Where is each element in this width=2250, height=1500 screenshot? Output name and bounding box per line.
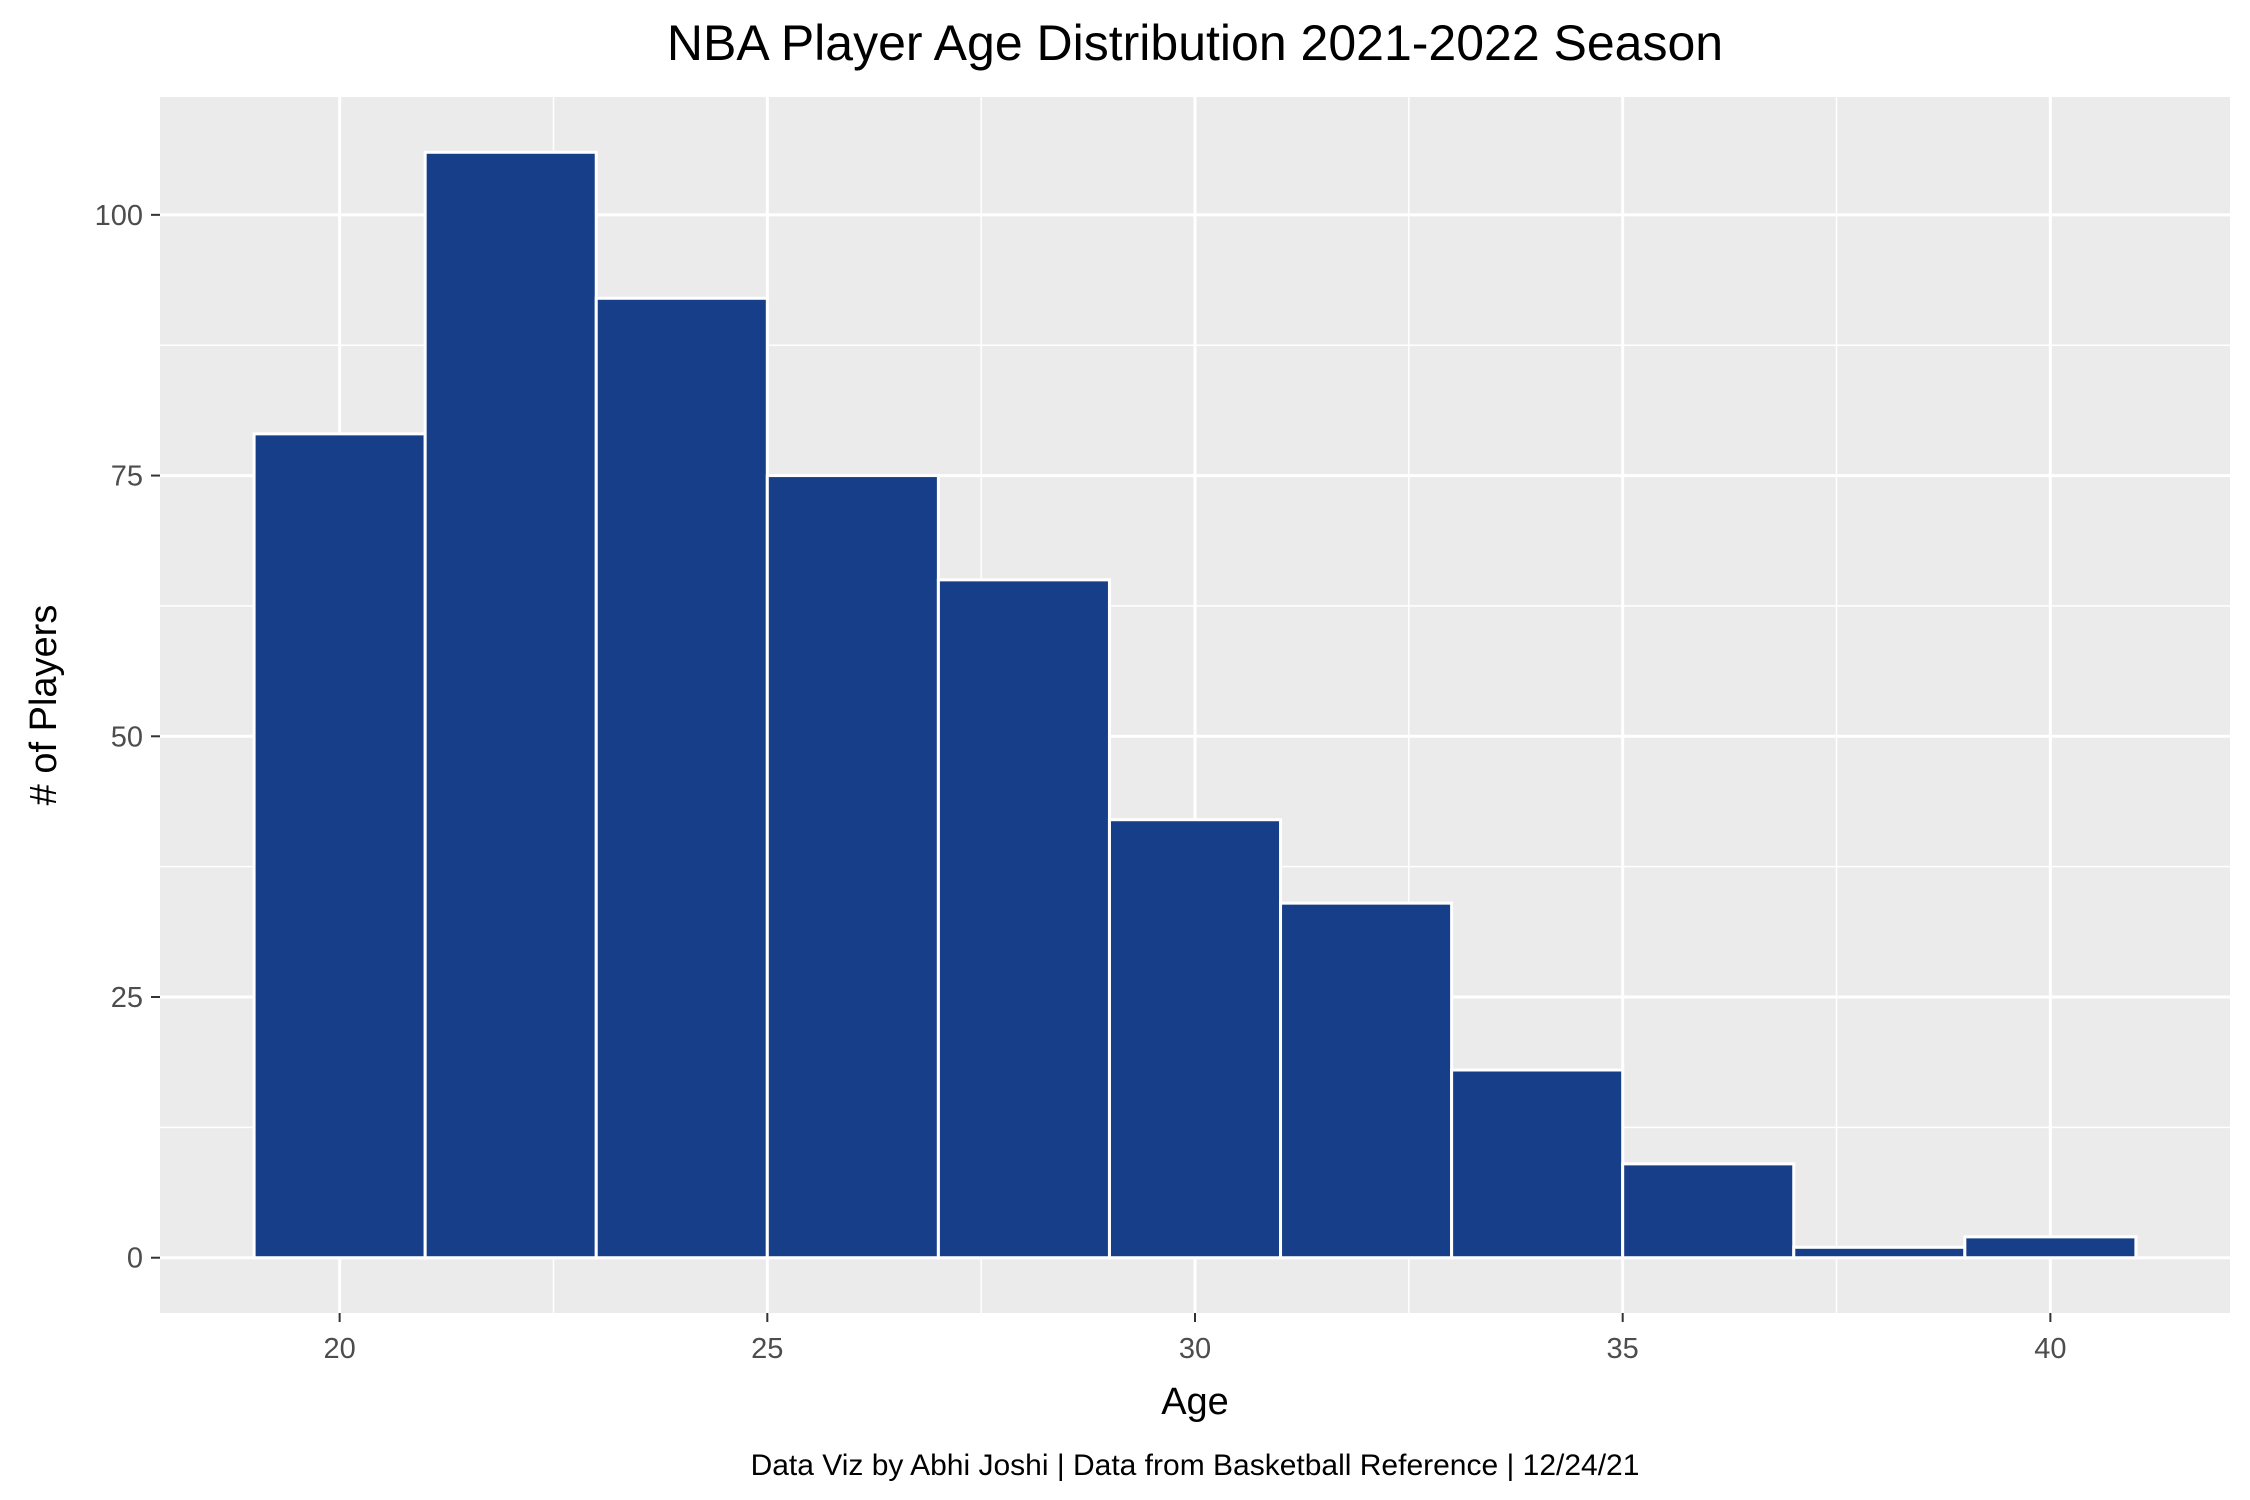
histogram-bar (1792, 1245, 1967, 1260)
histogram-bar (1279, 901, 1454, 1260)
y-axis-title: # of Players (23, 605, 65, 806)
x-tick-label: 20 (323, 1333, 355, 1365)
histogram-bar (423, 150, 598, 1260)
y-tick-label: 50 (111, 721, 143, 753)
histogram-bar (936, 578, 1111, 1260)
x-axis-title: Age (1161, 1381, 1229, 1423)
histogram-bar (1107, 818, 1283, 1260)
histogram-bar (252, 432, 427, 1260)
y-tick-label: 0 (127, 1243, 143, 1275)
histogram-bar (1450, 1068, 1625, 1260)
histogram-bar (594, 296, 769, 1260)
histogram-bar (1621, 1162, 1796, 1260)
x-axis: 20 25 30 35 40 (323, 1313, 2067, 1365)
chart-caption: Data Viz by Abhi Joshi | Data from Baske… (751, 1449, 1640, 1482)
y-tick-label: 100 (95, 200, 143, 232)
x-tick-label: 40 (2034, 1333, 2066, 1365)
x-tick-label: 25 (751, 1333, 783, 1365)
histogram-bar (765, 474, 940, 1260)
histogram-bars (252, 150, 2138, 1260)
histogram-bar (1963, 1235, 2138, 1260)
x-tick-label: 30 (1179, 1333, 1211, 1365)
y-tick-label: 75 (111, 461, 143, 493)
y-axis: 0 25 50 75 100 (95, 200, 160, 1275)
chart-title: NBA Player Age Distribution 2021-2022 Se… (667, 15, 1723, 71)
y-tick-label: 25 (111, 982, 143, 1014)
x-tick-label: 35 (1607, 1333, 1639, 1365)
